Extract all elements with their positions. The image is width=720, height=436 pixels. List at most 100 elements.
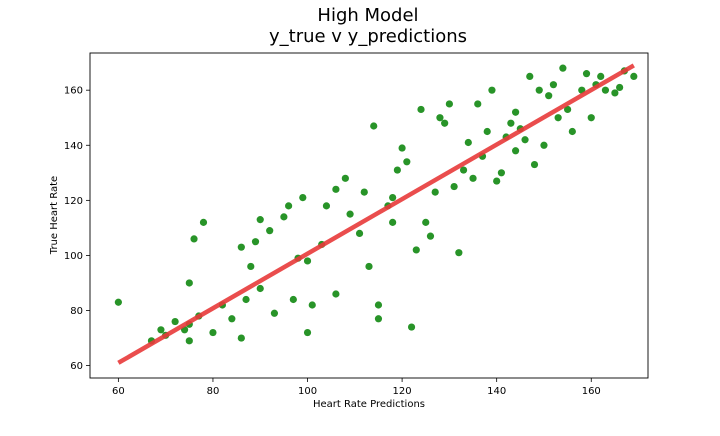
data-point <box>185 337 193 345</box>
data-point <box>237 334 245 342</box>
data-point <box>370 122 378 130</box>
data-point <box>289 295 297 304</box>
data-point <box>237 243 245 251</box>
chart-title-line-2: y_true v y_predictions <box>269 26 467 47</box>
data-point <box>407 323 416 331</box>
data-point <box>332 185 340 193</box>
data-point <box>266 227 274 235</box>
x-tick-label: 60 <box>112 386 125 397</box>
data-point <box>403 158 411 166</box>
y-axis-ticks: 60 80 100 120 140 160 <box>64 86 90 372</box>
data-point <box>601 86 610 94</box>
data-point <box>417 105 425 114</box>
data-point <box>332 290 340 298</box>
data-point <box>303 328 312 337</box>
data-point <box>488 86 496 94</box>
data-point <box>521 136 529 144</box>
chart-title-line-1: High Model <box>317 5 418 26</box>
data-point <box>540 141 548 149</box>
regression-line <box>117 63 635 365</box>
y-tick-label: 160 <box>64 86 83 97</box>
data-point <box>511 147 520 155</box>
scatter-points <box>114 64 638 345</box>
x-axis-label: Heart Rate Predictions <box>313 399 425 410</box>
data-point <box>199 218 208 226</box>
data-point <box>535 86 543 94</box>
data-point <box>251 238 260 246</box>
data-point <box>568 127 576 136</box>
data-point <box>190 235 198 243</box>
data-point <box>611 89 619 97</box>
data-point <box>526 72 534 81</box>
data-point <box>374 301 383 309</box>
data-point <box>493 177 501 185</box>
data-point <box>630 72 638 81</box>
data-point <box>431 188 439 196</box>
data-point <box>374 315 383 323</box>
data-point <box>441 119 449 127</box>
data-point <box>365 262 373 271</box>
data-point <box>587 114 595 122</box>
x-tick-label: 160 <box>582 386 601 397</box>
data-point <box>247 262 255 271</box>
x-tick-label: 100 <box>298 386 317 397</box>
data-point <box>559 64 567 72</box>
data-point <box>474 100 482 108</box>
data-point <box>597 72 605 81</box>
data-point <box>483 127 491 136</box>
x-tick-label: 120 <box>393 386 412 397</box>
data-point <box>280 213 288 221</box>
data-point <box>114 298 122 306</box>
data-point <box>157 326 165 334</box>
data-point <box>185 279 193 287</box>
data-point <box>616 83 624 92</box>
data-point <box>436 114 444 122</box>
y-tick-label: 80 <box>70 306 83 317</box>
data-point <box>322 202 331 210</box>
x-axis-ticks: 60 80 100 120 140 160 <box>112 378 601 397</box>
data-point <box>422 218 430 226</box>
data-point <box>346 210 354 218</box>
data-point <box>582 70 591 78</box>
y-tick-label: 60 <box>70 361 83 372</box>
data-point <box>549 81 558 89</box>
data-point <box>412 246 420 254</box>
data-point <box>360 188 368 196</box>
plot-area-frame <box>89 52 649 379</box>
data-point <box>426 232 435 240</box>
data-point <box>209 328 217 337</box>
data-point <box>497 169 506 177</box>
data-point <box>256 216 264 224</box>
data-point <box>389 218 397 226</box>
y-axis-label: True Heart Rate <box>49 176 60 255</box>
data-point <box>285 202 293 210</box>
data-point <box>341 174 349 182</box>
data-point <box>450 182 458 191</box>
data-point <box>308 301 316 309</box>
data-point <box>445 100 453 108</box>
data-point <box>564 105 572 114</box>
data-point <box>511 108 520 116</box>
data-point <box>256 284 264 293</box>
data-point <box>398 144 406 152</box>
data-point <box>389 193 397 202</box>
data-point <box>554 114 562 122</box>
data-point <box>303 257 312 265</box>
x-tick-label: 140 <box>487 386 506 397</box>
data-point <box>270 309 279 317</box>
y-tick-label: 120 <box>64 196 83 207</box>
data-point <box>171 317 179 326</box>
x-tick-label: 80 <box>207 386 220 397</box>
y-tick-label: 140 <box>64 141 83 152</box>
data-point <box>242 295 250 304</box>
data-point <box>507 119 515 127</box>
data-point <box>355 229 364 238</box>
data-point <box>228 315 236 323</box>
data-point <box>469 174 477 182</box>
y-tick-label: 100 <box>64 251 83 262</box>
data-point <box>464 138 472 147</box>
data-point <box>393 166 401 174</box>
data-point <box>299 193 307 202</box>
